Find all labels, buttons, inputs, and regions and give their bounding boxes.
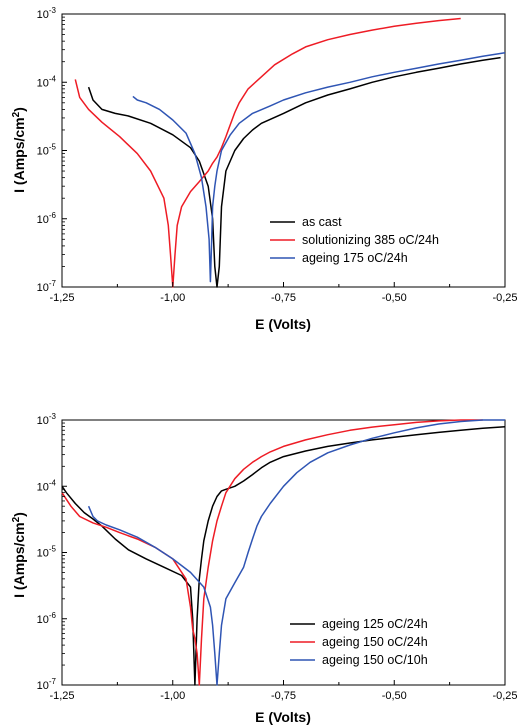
y-tick-label: 10-6 [37,211,57,226]
legend-label-solutionizing: solutionizing 385 oC/24h [302,233,439,247]
plot-frame [61,419,506,686]
legend-label-ageing-125-24h: ageing 125 oC/24h [322,617,428,631]
legend-label-ageing-150-10h: ageing 150 oC/10h [322,653,428,667]
y-axis-label-main: I (Amps/cm [11,117,27,192]
legend-label-as-cast: as cast [302,215,342,229]
y-axis-label: I (Amps/cm2) [11,107,27,193]
y-tick-label: 10-3 [37,412,57,427]
x-tick-label: -1,25 [49,292,74,304]
series-line-as-cast [87,56,501,288]
y-tick-label: 10-5 [37,545,57,560]
series-line-ageing-125-oc-24h [61,426,506,686]
y-axis-label-end: ) [11,107,27,112]
y-axis-label-main: I (Amps/cm [11,522,27,597]
x-tick-label: -0,50 [382,292,407,304]
x-axis-label: E (Volts) [255,709,311,725]
x-tick-label: -1,25 [49,690,74,702]
legend: ageing 125 oC/24h ageing 150 oC/24h agei… [290,617,428,667]
x-axis-label: E (Volts) [255,316,311,332]
x-tick-label: -0,75 [271,690,296,702]
y-tick-label: 10-7 [37,279,57,294]
y-axis-label: I (Amps/cm2) [11,512,27,598]
tick-layer: -1,25 -1,00 -0,75 -0,50 -0,25 10-7 10-6 10-5 10-… [37,412,518,702]
y-axis-label-end: ) [11,512,27,517]
series-line-ageing-150-oc-10h [87,419,505,686]
x-tick-label: -0,25 [492,292,517,304]
y-tick-label: 10-4 [37,74,57,89]
chart-top: -1,25 -1,00 -0,75 -0,50 -0,25 10-7 10-6 10-5 10-… [11,6,518,332]
series-line-ageing-150-oc-24h [61,419,483,686]
legend-label-ageing-175: ageing 175 oC/24h [302,251,408,265]
x-tick-label: -0,75 [271,292,296,304]
x-tick-label: -0,50 [382,690,407,702]
y-tick-label: 10-5 [37,143,57,158]
x-tick-label: -0,25 [492,690,517,702]
series-layer [61,419,506,686]
tick-layer: -1,25 -1,00 -0,75 -0,50 -0,25 10-7 10-6 10-5 10-… [37,6,518,304]
y-tick-label: 10-7 [37,677,57,692]
series-line-ageing-175-oc-24h [132,52,506,283]
legend: as cast solutionizing 385 oC/24h ageing … [270,215,439,265]
y-tick-label: 10-3 [37,6,57,21]
y-tick-label: 10-4 [37,478,57,493]
chart-bottom: -1,25 -1,00 -0,75 -0,50 -0,25 10-7 10-6 10-5 10-… [11,412,518,725]
series-layer [74,17,506,288]
y-axis-label-sup: 2 [11,516,22,522]
legend-label-ageing-150-24h: ageing 150 oC/24h [322,635,428,649]
y-tick-label: 10-6 [37,611,57,626]
x-tick-label: -1,00 [160,690,185,702]
x-tick-label: -1,00 [160,292,185,304]
y-axis-label-sup: 2 [11,111,22,117]
series-line-solutionizing-385-oc-24h [74,17,461,288]
